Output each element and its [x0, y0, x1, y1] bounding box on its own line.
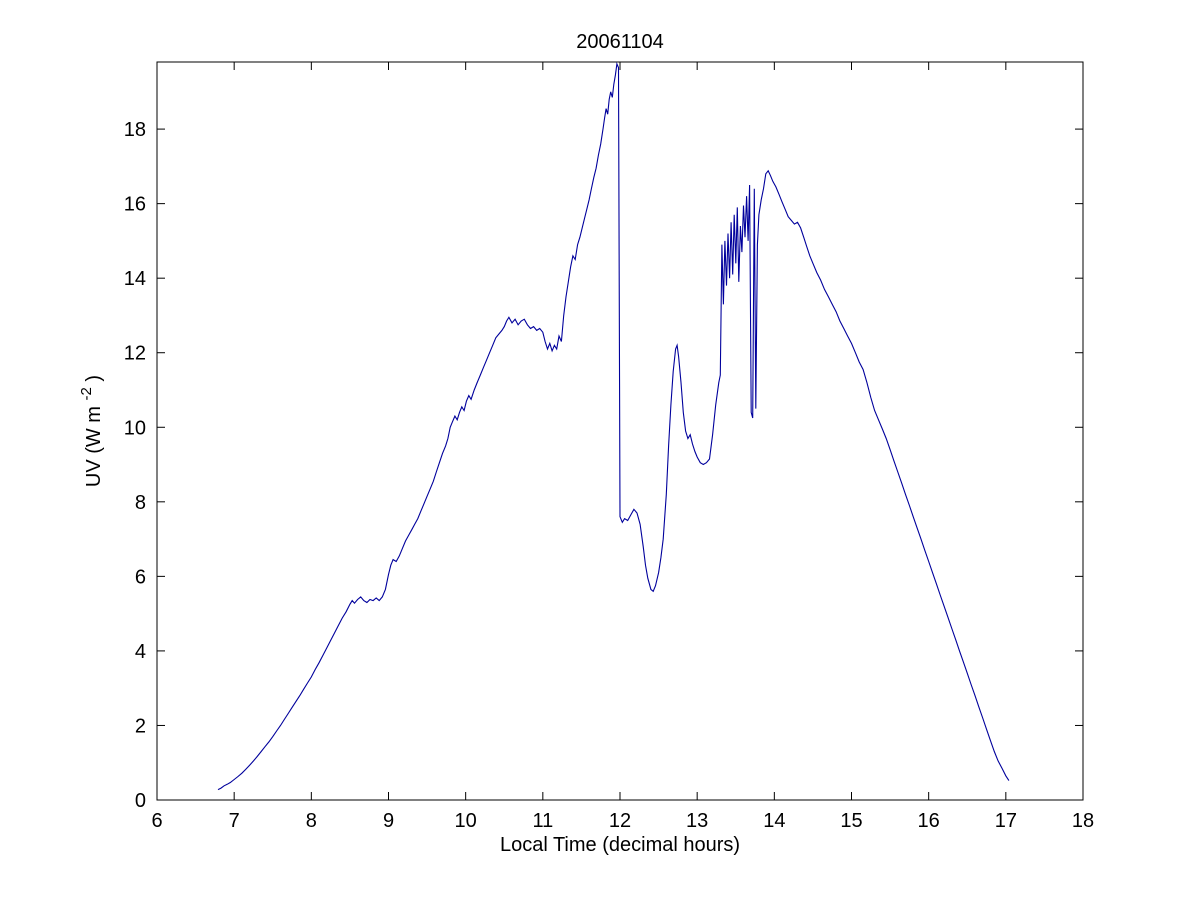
chart-title: 20061104 [576, 31, 664, 53]
x-tick-label: 18 [1072, 810, 1094, 832]
y-tick-label: 16 [124, 194, 146, 216]
x-tick-label: 7 [229, 810, 240, 832]
y-tick-label: 8 [135, 492, 146, 514]
x-tick-label: 11 [532, 810, 553, 832]
x-tick-label: 14 [763, 810, 785, 832]
y-tick-label: 18 [124, 119, 146, 141]
x-tick-label: 6 [151, 810, 162, 832]
x-tick-label: 17 [995, 810, 1017, 832]
y-tick-label: 10 [124, 417, 146, 439]
y-tick-label: 4 [135, 641, 146, 663]
y-tick-label: 0 [135, 790, 146, 812]
y-axis-label: UV (W m -2 ) [74, 375, 105, 487]
y-axis-label-superscript: -2 [78, 387, 95, 400]
tick-marks [156, 62, 1084, 801]
y-axis-label-base: UV (W m [83, 406, 105, 487]
x-axis-label: Local Time (decimal hours) [500, 834, 740, 856]
x-tick-label: 12 [609, 810, 631, 832]
x-tick-label: 16 [918, 810, 940, 832]
y-tick-label: 12 [124, 343, 146, 365]
x-tick-label: 15 [840, 810, 862, 832]
tick-labels: 6 7 8 9 10 11 12 13 14 15 16 17 18 0 2 4 6 8 10 12 14 16 18 [124, 119, 1094, 832]
y-tick-label: 14 [124, 268, 146, 290]
uv-data-line [217, 62, 1010, 791]
x-tick-label: 9 [383, 810, 394, 832]
x-tick-label: 8 [306, 810, 317, 832]
y-tick-label: 6 [135, 566, 146, 588]
y-axis-label-close: ) [83, 375, 105, 382]
x-tick-label: 13 [686, 810, 708, 832]
y-tick-label: 2 [135, 715, 146, 737]
x-tick-label: 10 [455, 810, 477, 832]
